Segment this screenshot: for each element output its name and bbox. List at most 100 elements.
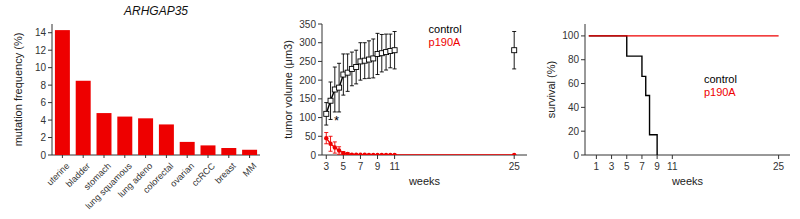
x-tick [343, 155, 344, 159]
y-tick [318, 136, 322, 137]
bar [55, 30, 70, 155]
x-tick-label: colorectal [141, 161, 175, 195]
marker [337, 148, 341, 152]
x-tick [641, 155, 642, 159]
y-tick [48, 137, 52, 138]
x-tick [62, 155, 63, 158]
y-tick-label: 12 [35, 45, 47, 56]
y-axis-line [322, 24, 323, 155]
bar [180, 142, 195, 155]
marker [367, 153, 371, 155]
y-tick-label: 6 [40, 97, 46, 108]
error-bar [337, 63, 341, 112]
error-bar [346, 54, 350, 91]
y-tick-label: 200 [299, 75, 316, 86]
error-bar [341, 152, 345, 155]
y-tick-label: 40 [568, 102, 580, 113]
x-tick [626, 155, 627, 159]
y-tick [318, 80, 322, 81]
x-tick [124, 155, 125, 158]
error-bar [371, 39, 375, 78]
plot-area [589, 36, 779, 155]
legend-entry: control [429, 23, 462, 35]
y-tick [48, 102, 52, 103]
y-tick [318, 117, 322, 118]
x-tick [657, 155, 658, 159]
y-tick-label: 0 [573, 150, 579, 161]
y-tick [581, 35, 585, 36]
bar [242, 150, 257, 155]
y-tick [581, 131, 585, 132]
chart-title: ARHGAP35 [123, 4, 188, 18]
y-axis-line [585, 24, 586, 155]
legend-entry: control [704, 73, 737, 85]
marker [324, 111, 329, 116]
x-tick-label: 5 [624, 161, 630, 172]
bar [221, 148, 236, 155]
x-tick [166, 155, 167, 158]
error-bar [337, 147, 341, 154]
legend-entry: p190A [704, 86, 736, 98]
series-line [326, 50, 394, 114]
marker [337, 85, 342, 90]
x-tick [104, 155, 105, 158]
y-tick [48, 120, 52, 121]
marker [375, 153, 379, 155]
y-axis-label: survival (%) [545, 61, 557, 118]
y-tick-label: 80 [568, 54, 580, 65]
x-tick-label: 11 [667, 161, 678, 172]
y-tick-label: 150 [299, 93, 316, 104]
x-tick [360, 155, 361, 159]
y-tick [318, 24, 322, 25]
panel: 02468101214mutation frequency (%)ARHGAP3… [12, 4, 260, 211]
error-bar [324, 133, 328, 144]
series-line [589, 36, 657, 155]
x-tick [326, 155, 327, 159]
series-line [589, 35, 779, 36]
y-axis-label: tumor volume (μm3) [282, 40, 294, 139]
x-tick-label: breast [213, 161, 238, 186]
y-tick [48, 50, 52, 51]
x-tick [377, 155, 378, 159]
x-tick [83, 155, 84, 158]
marker [341, 151, 345, 155]
x-tick-label: 25 [773, 161, 785, 172]
annotation: * [334, 113, 339, 128]
y-tick-label: 50 [305, 131, 317, 142]
x-tick-label: 7 [358, 161, 364, 172]
marker [392, 48, 397, 53]
series-line [326, 138, 514, 155]
error-bar [393, 31, 397, 68]
y-tick-label: 300 [299, 37, 316, 48]
marker [388, 153, 392, 155]
y-tick-label: 0 [310, 150, 316, 161]
legend-entry: p190A [429, 36, 461, 48]
y-tick [48, 85, 52, 86]
x-axis-line [585, 155, 790, 156]
y-tick [48, 67, 52, 68]
y-tick-label: 250 [299, 56, 316, 67]
error-bar [512, 31, 516, 68]
y-tick [318, 42, 322, 43]
x-tick-label: 9 [654, 161, 660, 172]
marker [371, 153, 375, 155]
y-tick [318, 155, 322, 156]
marker [363, 153, 367, 155]
x-tick-label: 1 [594, 161, 600, 172]
marker [328, 98, 333, 103]
x-tick-label: 25 [509, 161, 521, 172]
y-tick-label: 100 [299, 112, 316, 123]
y-tick [318, 61, 322, 62]
bar [117, 117, 132, 155]
marker [380, 153, 384, 155]
plot-area [55, 30, 257, 155]
legend: controlp190A [429, 23, 462, 48]
x-tick [145, 155, 146, 158]
y-tick [581, 155, 585, 156]
marker [512, 153, 516, 155]
x-tick [514, 155, 515, 159]
y-tick-label: 14 [35, 27, 47, 38]
error-bar [333, 142, 337, 153]
y-tick [581, 59, 585, 60]
error-bar [329, 136, 333, 151]
